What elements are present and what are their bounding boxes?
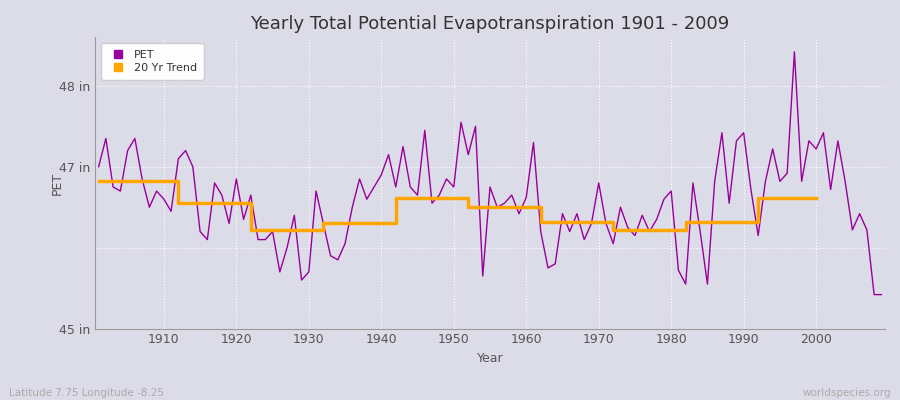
Y-axis label: PET: PET — [51, 171, 64, 194]
X-axis label: Year: Year — [477, 352, 503, 365]
Text: worldspecies.org: worldspecies.org — [803, 388, 891, 398]
Legend: PET, 20 Yr Trend: PET, 20 Yr Trend — [101, 43, 203, 80]
Title: Yearly Total Potential Evapotranspiration 1901 - 2009: Yearly Total Potential Evapotranspiratio… — [250, 15, 730, 33]
Text: Latitude 7.75 Longitude -8.25: Latitude 7.75 Longitude -8.25 — [9, 388, 164, 398]
